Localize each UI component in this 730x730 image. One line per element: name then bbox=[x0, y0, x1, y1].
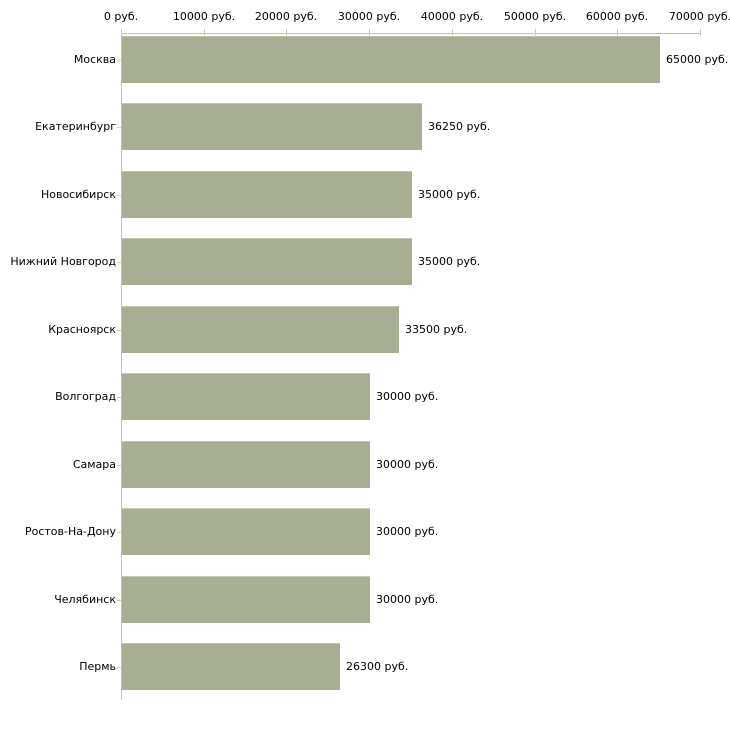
x-axis-tick bbox=[700, 29, 701, 36]
y-axis-tick bbox=[117, 397, 121, 398]
category-label: Москва bbox=[73, 53, 116, 66]
category-label: Самара bbox=[72, 458, 116, 471]
category-label: Екатеринбург bbox=[35, 120, 116, 133]
x-axis-tick bbox=[452, 29, 453, 36]
x-axis-tick-label: 20000 руб. bbox=[254, 10, 318, 23]
value-label: 36250 руб. bbox=[428, 120, 491, 133]
x-axis-tick-label: 40000 руб. bbox=[420, 10, 484, 23]
bar bbox=[122, 576, 370, 623]
bar bbox=[122, 643, 340, 690]
y-axis-tick bbox=[117, 532, 121, 533]
value-label: 35000 руб. bbox=[418, 188, 481, 201]
bar bbox=[122, 103, 422, 150]
x-axis-tick bbox=[286, 29, 287, 36]
value-label: 35000 руб. bbox=[418, 255, 481, 268]
bar bbox=[122, 441, 370, 488]
x-axis-tick-label: 30000 руб. bbox=[337, 10, 401, 23]
bar bbox=[122, 508, 370, 555]
value-label: 33500 руб. bbox=[405, 323, 468, 336]
y-axis-tick bbox=[117, 127, 121, 128]
bar bbox=[122, 36, 660, 83]
y-axis-line bbox=[121, 33, 122, 700]
y-axis-tick bbox=[117, 330, 121, 331]
y-axis-tick bbox=[117, 600, 121, 601]
y-axis-tick bbox=[117, 667, 121, 668]
y-axis-tick bbox=[117, 262, 121, 263]
x-axis-tick-label: 0 руб. bbox=[103, 10, 139, 23]
category-label: Пермь bbox=[79, 660, 116, 673]
value-label: 30000 руб. bbox=[376, 390, 439, 403]
x-axis-line bbox=[121, 33, 700, 34]
y-axis-tick bbox=[117, 60, 121, 61]
category-label: Волгоград bbox=[55, 390, 116, 403]
category-label: Челябинск bbox=[54, 593, 116, 606]
value-label: 26300 руб. bbox=[346, 660, 409, 673]
x-axis-tick bbox=[121, 29, 122, 36]
bar bbox=[122, 171, 412, 218]
category-label: Ростов-На-Дону bbox=[24, 525, 116, 538]
bar bbox=[122, 373, 370, 420]
category-label: Красноярск bbox=[48, 323, 116, 336]
bar bbox=[122, 306, 399, 353]
x-axis-tick-label: 10000 руб. bbox=[172, 10, 236, 23]
x-axis-tick-label: 50000 руб. bbox=[503, 10, 567, 23]
x-axis-tick-label: 70000 руб. bbox=[668, 10, 730, 23]
category-label: Нижний Новгород bbox=[10, 255, 116, 268]
x-axis-tick bbox=[617, 29, 618, 36]
y-axis-tick bbox=[117, 465, 121, 466]
x-axis-tick-label: 60000 руб. bbox=[585, 10, 649, 23]
value-label: 30000 руб. bbox=[376, 525, 439, 538]
value-label: 30000 руб. bbox=[376, 458, 439, 471]
y-axis-tick bbox=[117, 195, 121, 196]
x-axis-tick bbox=[204, 29, 205, 36]
bar bbox=[122, 238, 412, 285]
value-label: 30000 руб. bbox=[376, 593, 439, 606]
x-axis-tick bbox=[369, 29, 370, 36]
x-axis-tick bbox=[535, 29, 536, 36]
value-label: 65000 руб. bbox=[666, 53, 729, 66]
category-label: Новосибирск bbox=[40, 188, 116, 201]
